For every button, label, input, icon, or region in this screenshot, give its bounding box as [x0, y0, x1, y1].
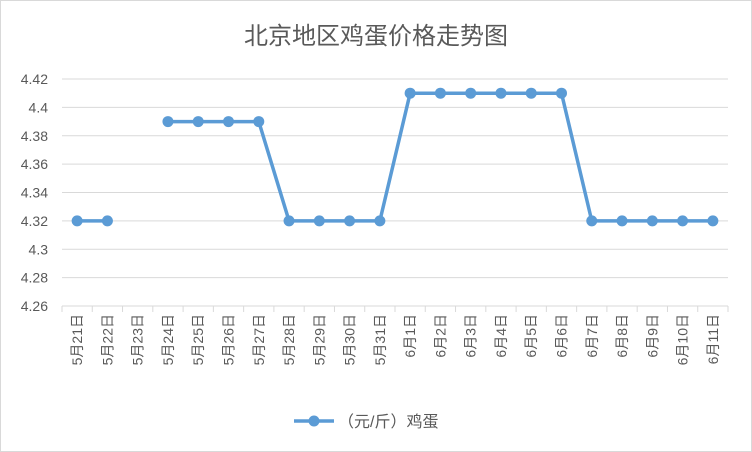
x-tick-label: 5月29日	[311, 314, 327, 365]
data-point	[162, 116, 174, 128]
data-point	[344, 215, 356, 227]
x-tick-label: 5月28日	[281, 314, 297, 365]
x-tick-label: 6月6日	[554, 314, 570, 358]
data-point	[434, 87, 446, 99]
x-tick-label: 5月31日	[372, 314, 388, 365]
x-tick-label: 6月8日	[614, 314, 630, 358]
data-point	[707, 215, 719, 227]
data-point	[313, 215, 325, 227]
data-point	[253, 116, 265, 128]
y-tick-label: 4.4	[29, 99, 49, 115]
x-tick-label: 5月30日	[342, 314, 358, 365]
series-line	[167, 91, 713, 223]
y-tick-label: 4.28	[21, 270, 48, 286]
data-point	[71, 215, 83, 227]
data-point	[404, 87, 416, 99]
x-tick-label: 5月25日	[190, 314, 206, 365]
data-point	[192, 116, 204, 128]
x-tick-label: 6月2日	[432, 314, 448, 358]
x-axis: 5月21日 5月22日 5月23日 5月24日 5月25日 5月26日 5月27日 5月28日…	[61, 306, 729, 365]
x-tick-label: 6月9日	[644, 314, 660, 358]
data-point	[677, 215, 689, 227]
y-tick-label: 4.42	[21, 71, 48, 87]
legend-label: （元/斤）鸡蛋	[338, 413, 438, 431]
gridlines	[62, 78, 728, 307]
data-point	[556, 87, 567, 99]
y-tick-label: 4.34	[21, 185, 48, 201]
y-tick-label: 4.3	[29, 241, 49, 257]
y-axis-ticks: 4.26 4.28 4.3 4.32 4.34 4.36 4.38 4.4 4.42	[21, 71, 48, 314]
y-tick-label: 4.26	[21, 298, 48, 314]
x-tick-label: 6月11日	[705, 314, 721, 364]
x-tick-label: 6月4日	[493, 314, 509, 358]
data-point	[586, 215, 598, 227]
x-tick-label: 6月5日	[523, 314, 539, 358]
x-tick-label: 5月26日	[221, 314, 237, 365]
data-point	[283, 215, 295, 227]
x-tick-label: 6月1日	[402, 314, 418, 358]
y-tick-label: 4.36	[21, 156, 48, 172]
data-point	[525, 87, 537, 99]
data-point	[101, 215, 113, 227]
y-tick-label: 4.32	[21, 213, 48, 229]
data-point	[465, 87, 477, 99]
x-tick-label: 6月3日	[463, 314, 479, 358]
data-point	[223, 116, 234, 128]
y-tick-label: 4.38	[21, 128, 48, 144]
x-tick-label: 5月21日	[69, 314, 85, 365]
series-egg-price	[71, 87, 719, 227]
data-point	[616, 215, 628, 227]
chart-title: 北京地区鸡蛋价格走势图	[244, 22, 508, 50]
legend: （元/斤）鸡蛋	[294, 413, 438, 431]
data-point	[495, 87, 507, 99]
x-tick-label: 5月27日	[251, 314, 267, 365]
x-tick-label: 6月7日	[584, 314, 600, 358]
data-point	[646, 215, 658, 227]
x-tick-label: 5月24日	[160, 314, 176, 365]
data-point	[374, 215, 386, 227]
x-tick-label: 6月10日	[675, 314, 691, 365]
legend-marker	[308, 415, 320, 427]
x-tick-label: 5月23日	[130, 314, 146, 365]
x-tick-label: 5月22日	[99, 314, 115, 365]
